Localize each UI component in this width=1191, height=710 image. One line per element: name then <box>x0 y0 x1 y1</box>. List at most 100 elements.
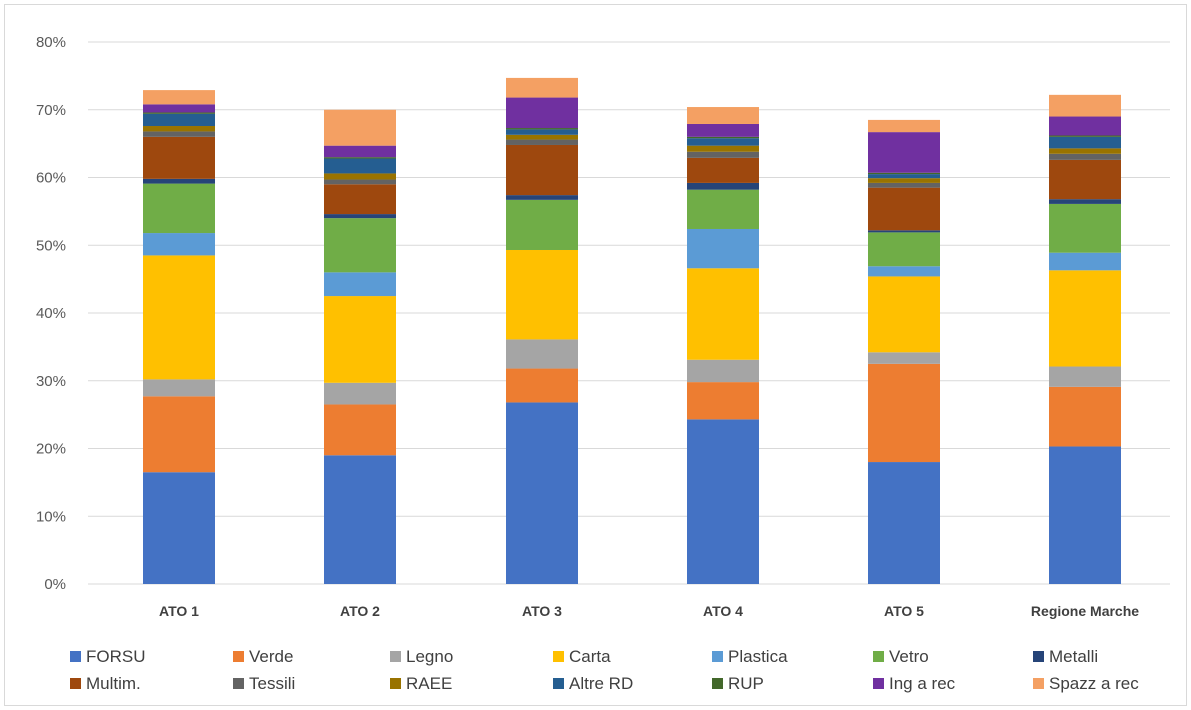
y-axis-ticks: 0% 10% 20% 30% 40% 50% 60% 70% 80% <box>36 34 66 593</box>
bar-segment <box>868 352 940 364</box>
bar-segment <box>687 268 759 360</box>
x-axis-categories: ATO 1 ATO 2 ATO 3 ATO 4 ATO 5 Regione Marche <box>159 603 1139 619</box>
bar-segment <box>687 189 759 229</box>
y-tick-label: 10% <box>36 508 66 525</box>
legend-swatch <box>712 651 723 662</box>
bar-segment <box>868 232 940 267</box>
legend-label: Vetro <box>889 647 929 666</box>
legend-label: Plastica <box>728 647 788 666</box>
x-category-label: ATO 5 <box>884 603 924 619</box>
x-category-label: ATO 3 <box>522 603 562 619</box>
bar-segment <box>1049 159 1121 200</box>
legend-item: Multim. <box>70 674 141 693</box>
bar-segment <box>1049 94 1121 117</box>
y-tick-label: 70% <box>36 102 66 119</box>
bar-segment <box>143 396 215 473</box>
bar-segment <box>506 402 578 584</box>
bar-segment <box>687 107 759 124</box>
x-category-label: ATO 4 <box>703 603 743 619</box>
bar-segment <box>506 144 578 196</box>
legend-swatch <box>553 678 564 689</box>
legend-item: RUP <box>712 674 764 693</box>
bar-segment <box>506 134 578 140</box>
bar-segment <box>506 249 578 340</box>
bar-stack <box>687 107 759 584</box>
legend-swatch <box>233 651 244 662</box>
legend-item: Metalli <box>1033 647 1098 666</box>
bar-segment <box>868 266 940 277</box>
y-tick-label: 20% <box>36 441 66 458</box>
bar-segment <box>868 119 940 133</box>
legend-label: Verde <box>249 647 293 666</box>
bar-segment <box>1049 252 1121 271</box>
bar-segment <box>687 228 759 269</box>
bar-segment <box>324 157 396 159</box>
bar-segment <box>143 233 215 256</box>
bar-segment <box>1049 199 1121 204</box>
bar-segment <box>324 158 396 174</box>
bar-segment <box>1049 135 1121 137</box>
legend-label: Ing a rec <box>889 674 956 693</box>
bar-segment <box>1049 366 1121 387</box>
y-tick-label: 50% <box>36 237 66 254</box>
x-category-label: ATO 1 <box>159 603 199 619</box>
y-tick-label: 80% <box>36 34 66 51</box>
bar-segment <box>143 126 215 132</box>
legend-item: Carta <box>553 647 611 666</box>
bar-segment <box>506 77 578 98</box>
bar-segment <box>687 419 759 584</box>
bar-segment <box>506 128 578 130</box>
bar-segment <box>506 129 578 135</box>
legend-item: Legno <box>390 647 453 666</box>
bar-segment <box>143 136 215 179</box>
bar-segment <box>324 382 396 405</box>
bar-segment <box>143 255 215 380</box>
bar-segment <box>324 214 396 219</box>
bar-segment <box>687 157 759 183</box>
bar-segment <box>687 145 759 152</box>
bar-segment <box>687 182 759 190</box>
legend-item: Tessili <box>233 674 295 693</box>
legend-label: FORSU <box>86 647 146 666</box>
legend-swatch <box>873 678 884 689</box>
legend-swatch <box>1033 651 1044 662</box>
legend-label: RAEE <box>406 674 452 693</box>
bar-stack <box>324 109 396 584</box>
bar-segment <box>506 97 578 129</box>
bar-segment <box>687 123 759 137</box>
legend-swatch <box>390 678 401 689</box>
legend-label: Spazz a rec <box>1049 674 1139 693</box>
bar-segment <box>1049 153 1121 160</box>
bar-segment <box>143 472 215 584</box>
bar-segment <box>868 363 940 463</box>
legend-item: RAEE <box>390 674 452 693</box>
legend-label: Legno <box>406 647 453 666</box>
bar-segment <box>868 172 940 175</box>
bar-stack <box>1049 94 1121 584</box>
bar-segment <box>506 199 578 250</box>
bar-segment <box>1049 116 1121 136</box>
bar-segment <box>868 132 940 173</box>
legend-label: Carta <box>569 647 611 666</box>
bar-segment <box>868 462 940 584</box>
bar-segment <box>1049 203 1121 253</box>
bar-segment <box>324 145 396 158</box>
legend-swatch <box>70 678 81 689</box>
legend-swatch <box>712 678 723 689</box>
legend-label: Tessili <box>249 674 295 693</box>
legend-label: Metalli <box>1049 647 1098 666</box>
bar-segment <box>143 183 215 234</box>
bar-segment <box>143 131 215 137</box>
bar-segment <box>143 104 215 113</box>
y-tick-label: 0% <box>44 576 66 593</box>
legend-item: Spazz a rec <box>1033 674 1139 693</box>
bar-stack <box>143 90 215 584</box>
legend-item: Altre RD <box>553 674 633 693</box>
legend-swatch <box>553 651 564 662</box>
bar-segment <box>506 339 578 369</box>
chart-frame <box>4 4 1187 706</box>
bar-segment <box>143 90 215 105</box>
bar-segment <box>687 151 759 158</box>
bar-segment <box>868 182 940 188</box>
